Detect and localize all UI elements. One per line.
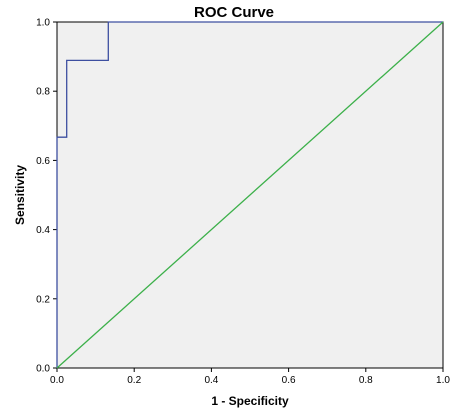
y-tick-label: 0.2 — [36, 294, 50, 305]
x-tick-label: 0.6 — [282, 375, 296, 386]
x-tick-label: 1.0 — [436, 375, 450, 386]
x-tick-label: 0.2 — [127, 375, 141, 386]
series-layer — [56, 21, 444, 369]
x-axis-label: 1 - Specificity — [211, 394, 289, 408]
y-tick-label: 0.0 — [36, 364, 50, 375]
x-tick-label: 0.0 — [50, 375, 64, 386]
roc-curve-line — [56, 21, 443, 368]
x-tick-label: 0.8 — [359, 375, 373, 386]
reference-diagonal-line — [56, 21, 444, 369]
y-axis: 0.0 0.2 0.4 0.6 0.8 1.0 — [36, 18, 57, 375]
x-axis: 0.0 0.2 0.4 0.6 0.8 1.0 — [50, 368, 450, 386]
x-tick-label: 0.4 — [204, 375, 218, 386]
y-tick-label: 0.4 — [36, 225, 50, 236]
y-axis-label: Sensitivity — [13, 165, 27, 225]
y-tick-label: 1.0 — [36, 18, 50, 29]
chart-title: ROC Curve — [194, 4, 274, 21]
y-tick-label: 0.8 — [36, 87, 50, 98]
y-tick-label: 0.6 — [36, 156, 50, 167]
